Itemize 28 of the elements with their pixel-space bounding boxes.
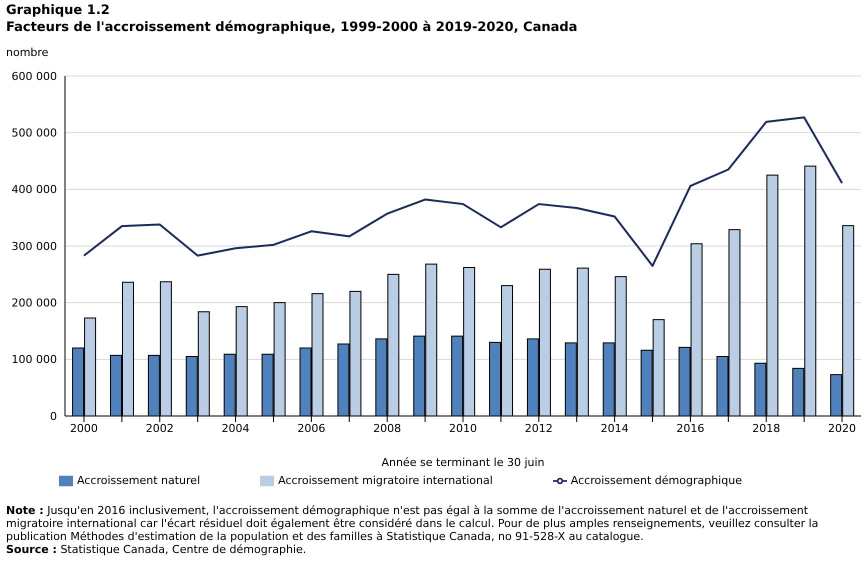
- x-tick-label: 2014: [600, 422, 629, 435]
- legend-label: Accroissement migratoire international: [278, 474, 493, 488]
- y-tick-label: 500 000: [12, 126, 57, 140]
- y-tick-label: 200 000: [12, 296, 57, 310]
- text: Note : Jusqu'en 2016 inclusivement, l'accroissement démographique n'est pas égal à la somme de l'accroissement naturel et de l'accroissement migratoire international car l'écart résiduel doit également être considéré dans le calcul. Pour de plus amples renseignements, veuillez consulter la publication Méthodes d'estimation de la population et des familles à Statistique Canada, no 91-528-X au catalogue.: [6, 504, 820, 543]
- line-series: [82, 116, 844, 267]
- x-tick-label: 2004: [222, 422, 250, 435]
- y-tick-label: 300 000: [12, 240, 57, 253]
- source-note: Source : Statistique Canada, Centre de démographie.: [6, 543, 308, 556]
- legend-label: Accroissement démographique: [570, 474, 742, 488]
- legend-label: Accroissement naturel: [77, 474, 200, 488]
- chart-subtitle: Facteurs de l'accroissement démographique, 1999-2000 à 2019-2020, Canada: [6, 19, 578, 36]
- x-tick-label: 2000: [70, 422, 98, 435]
- y-tick-label: 100 000: [12, 353, 57, 366]
- y-axis-title: nombre: [6, 46, 48, 59]
- x-tick-label: 2002: [146, 422, 174, 435]
- x-tick-label: 2018: [752, 422, 780, 435]
- x-tick-label: 2012: [524, 422, 553, 435]
- x-tick-label: 2008: [373, 422, 402, 435]
- x-axis-title: Année se terminant le 30 juin: [381, 456, 545, 469]
- x-tick-label: 2020: [828, 422, 856, 435]
- y-tick-label: 400 000: [12, 183, 57, 196]
- x-tick-label: 2010: [449, 422, 477, 435]
- x-tick-label: 2006: [297, 422, 326, 435]
- y-tick-label: 0: [50, 410, 57, 423]
- y-tick-label: 600 000: [12, 70, 57, 83]
- x-tick-label: 2016: [676, 422, 704, 435]
- chart-title: Graphique 1.2: [6, 2, 111, 19]
